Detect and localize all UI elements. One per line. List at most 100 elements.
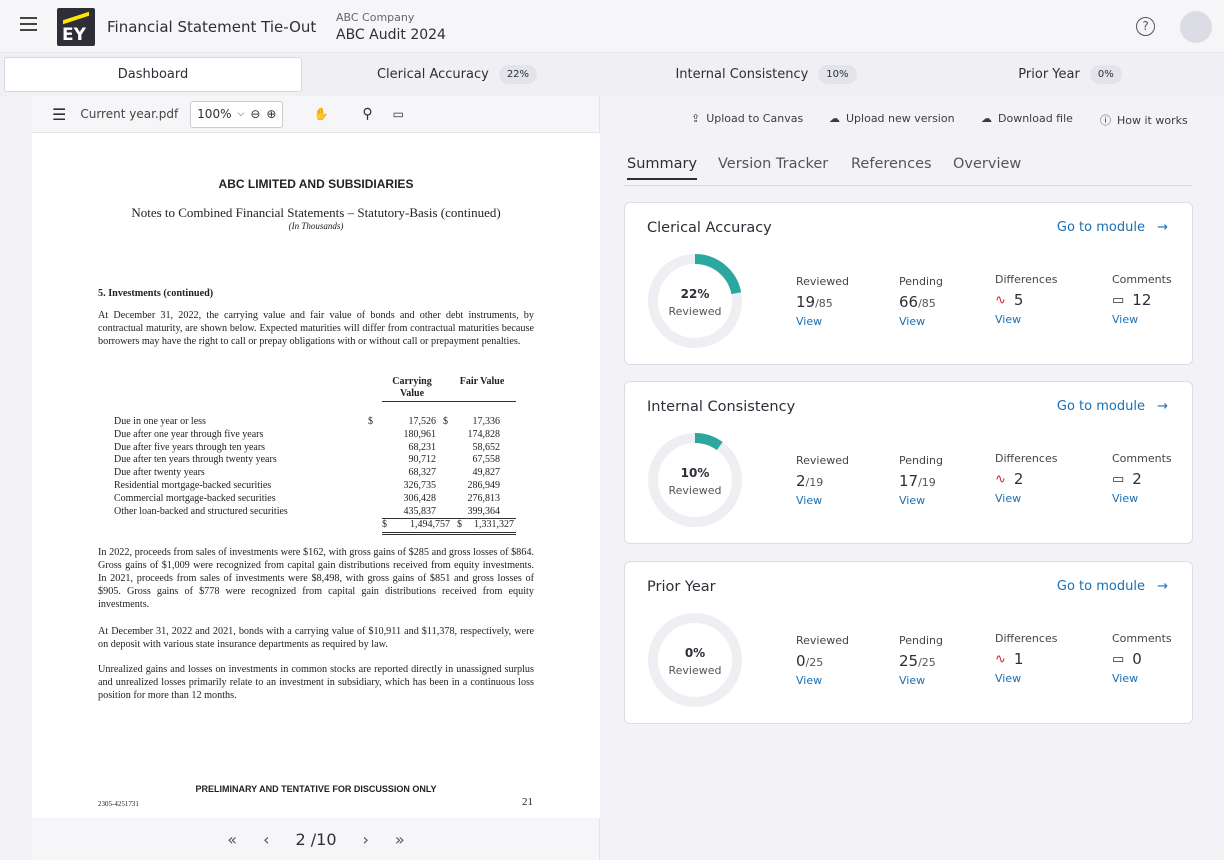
engagement-name: ABC Audit 2024 <box>336 27 446 43</box>
stat-label: Reviewed <box>796 275 849 288</box>
currency: $ <box>457 519 462 531</box>
fair-value: 67,558 <box>472 454 501 466</box>
tab-version-tracker[interactable]: Version Tracker <box>718 156 829 172</box>
view-link[interactable]: View <box>995 313 1022 326</box>
stat-label: Differences <box>995 632 1058 645</box>
currency <box>368 429 378 442</box>
total-count: /25 <box>805 656 824 669</box>
comments-stat: Comments ▭ 0 View <box>1112 632 1172 685</box>
row-label: Due after one year through five years <box>114 428 264 440</box>
tab-internal-consistency[interactable]: Internal Consistency 10% <box>612 57 920 92</box>
summary-panel: ⇪ Upload to Canvas ☁ Upload new version ☁ D… <box>601 96 1224 860</box>
doc-paragraph: At December 31, 2022, the carrying value… <box>98 310 534 347</box>
donut-track <box>648 433 742 527</box>
pending-count: 17 <box>899 472 919 490</box>
stat-label: Reviewed <box>796 454 849 467</box>
how-it-works-button[interactable]: ⓘ How it works <box>1100 112 1188 128</box>
percent-reviewed: 0% <box>684 646 706 660</box>
table-row: Commercial mortgage-backed securities 306… <box>98 493 516 506</box>
stat-label: Reviewed <box>796 634 849 647</box>
tab-references[interactable]: References <box>851 156 932 172</box>
outline-menu-icon[interactable]: ☰ <box>52 104 67 124</box>
total-carrying: 1,494,757 <box>410 519 450 531</box>
ey-logo: EY <box>57 8 95 46</box>
view-link[interactable]: View <box>1112 313 1139 326</box>
reviewed-count: 19 <box>796 293 816 311</box>
upload-to-canvas-button[interactable]: ⇪ Upload to Canvas <box>691 112 803 125</box>
total-count: /85 <box>918 297 936 310</box>
tab-prior-year[interactable]: Prior Year 0% <box>920 57 1220 92</box>
fair-value: 17,336 <box>472 416 501 427</box>
differences-count: 5 <box>1013 291 1024 309</box>
tab-label: Clerical Accuracy <box>376 67 489 82</box>
pulse-icon: ∿ <box>995 651 1006 667</box>
view-link[interactable]: View <box>1112 672 1139 685</box>
tab-dashboard[interactable]: Dashboard <box>4 57 302 92</box>
zoom-out-icon[interactable]: ⊖ <box>250 107 261 121</box>
search-icon[interactable]: ⚲ <box>362 106 373 122</box>
doc-section: 5. Investments (continued) <box>98 288 214 299</box>
total-count: /19 <box>805 476 824 489</box>
first-page-icon[interactable]: « <box>227 829 238 849</box>
main-tabs: Dashboard Clerical Accuracy 22% Internal … <box>0 54 1224 96</box>
progress-badge: 22% <box>498 65 538 84</box>
page-indicator[interactable]: 2 /10 <box>295 829 337 849</box>
stat-label: Comments <box>1112 273 1172 286</box>
view-link[interactable]: View <box>796 674 823 687</box>
doc-paragraph: In 2022, proceeds from sales of investme… <box>98 547 534 610</box>
reviewed-count: 2 <box>796 472 806 490</box>
tag-icon[interactable]: ▭ <box>392 107 404 121</box>
view-link[interactable]: View <box>899 315 926 328</box>
avatar[interactable] <box>1180 11 1212 43</box>
stat-label: Comments <box>1112 452 1172 465</box>
donut-label: Reviewed <box>668 305 722 318</box>
tab-clerical-accuracy[interactable]: Clerical Accuracy 22% <box>302 57 612 92</box>
view-link[interactable]: View <box>899 494 926 507</box>
percent-reviewed: 10% <box>680 466 710 480</box>
stat-label: Pending <box>899 634 943 647</box>
pending-stat: Pending 25/25 View <box>899 634 943 687</box>
comment-icon: ▭ <box>1112 651 1125 667</box>
table-row: Other loan-backed and structured securit… <box>98 506 516 519</box>
pulse-icon: ∿ <box>995 471 1006 487</box>
help-icon[interactable]: ? <box>1136 17 1155 36</box>
zoom-in-icon[interactable]: ⊕ <box>266 107 277 121</box>
go-to-module-link[interactable]: Go to module → <box>1057 399 1168 414</box>
view-link[interactable]: View <box>796 315 823 328</box>
app-header: EY Financial Statement Tie-Out ABC Compa… <box>0 0 1224 53</box>
currency <box>436 467 448 480</box>
table-row: Due after five years through ten years 68… <box>98 442 516 455</box>
tab-overview[interactable]: Overview <box>953 156 1022 172</box>
currency <box>436 454 448 467</box>
progress-badge: 10% <box>818 65 857 84</box>
row-label: Other loan-backed and structured securit… <box>114 505 288 517</box>
view-link[interactable]: View <box>1112 492 1139 505</box>
link-label: Go to module <box>1056 579 1145 594</box>
card-title: Prior Year <box>647 579 716 595</box>
tab-summary[interactable]: Summary <box>627 156 698 180</box>
zoom-select[interactable]: 100% <box>197 107 232 121</box>
doc-title: Notes to Combined Financial Statements –… <box>131 205 501 220</box>
view-link[interactable]: View <box>995 492 1022 505</box>
carrying-value: 326,735 <box>403 479 437 491</box>
view-link[interactable]: View <box>796 494 823 507</box>
last-page-icon[interactable]: » <box>394 829 405 849</box>
chevron-down-icon[interactable]: ⌵ <box>237 109 245 119</box>
progress-badge: 0% <box>1089 65 1122 84</box>
pdf-page: ABC LIMITED AND SUBSIDIARIES Notes to Co… <box>32 133 600 818</box>
download-file-button[interactable]: ☁ Download file <box>981 112 1073 125</box>
doc-subtitle: (In Thousands) <box>288 221 344 231</box>
view-link[interactable]: View <box>995 672 1022 685</box>
doc-page-number: 21 <box>522 796 533 808</box>
prev-page-icon[interactable]: ‹ <box>263 829 270 849</box>
card-title: Clerical Accuracy <box>647 220 772 236</box>
hand-tool-icon[interactable]: ✋ <box>313 107 329 121</box>
menu-icon[interactable] <box>20 17 37 31</box>
carrying-value: 17,526 <box>408 416 437 427</box>
upload-new-version-button[interactable]: ☁ Upload new version <box>829 112 955 125</box>
go-to-module-link[interactable]: Go to module → <box>1057 220 1168 235</box>
next-page-icon[interactable]: › <box>362 829 369 849</box>
view-link[interactable]: View <box>899 674 926 687</box>
go-to-module-link[interactable]: Go to module → <box>1057 579 1168 594</box>
info-icon: ⓘ <box>1100 114 1111 127</box>
